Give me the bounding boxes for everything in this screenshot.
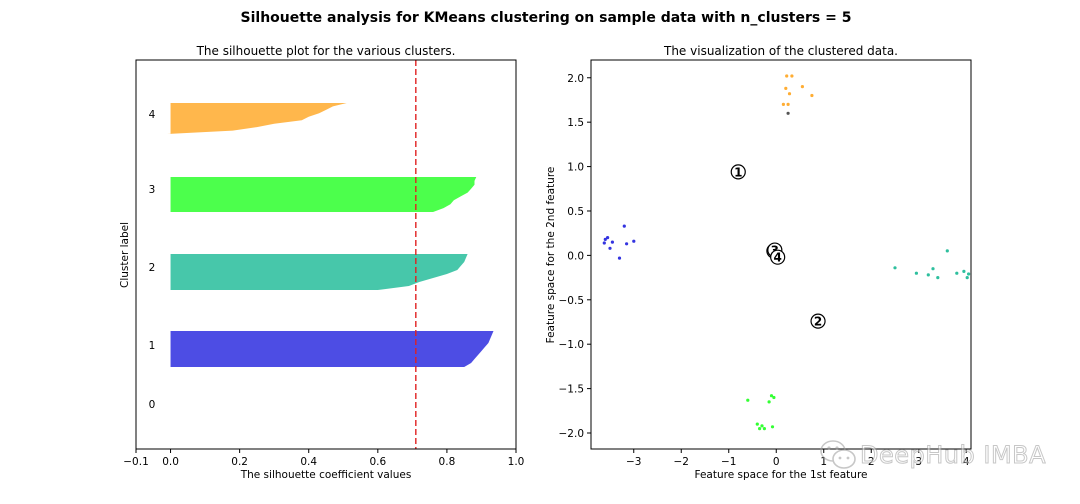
data-point-cluster-1 — [603, 237, 607, 241]
data-point-cluster-2 — [945, 249, 949, 253]
silhouette-x-tick-label: 0.2 — [231, 456, 248, 468]
scatter-x-tick-label: 1 — [820, 456, 827, 468]
figure-title: Silhouette analysis for KMeans clusterin… — [241, 10, 852, 26]
data-point-cluster-2 — [965, 276, 969, 280]
scatter-x-tick-label: −3 — [626, 456, 641, 468]
data-point-cluster-1 — [622, 224, 626, 228]
data-point-cluster-2 — [914, 271, 919, 275]
data-point-cluster-4 — [784, 86, 788, 90]
data-point-cluster-1 — [617, 256, 622, 260]
silhouette-x-tick-label: 0.6 — [369, 456, 386, 468]
scatter-x-tick-label: 2 — [868, 456, 875, 468]
silhouette-plot-frame — [135, 59, 517, 450]
data-point-cluster-2 — [962, 269, 966, 273]
scatter-plot-title: The visualization of the clustered data. — [663, 44, 898, 58]
scatter-points — [602, 74, 971, 431]
data-point-cluster-4 — [787, 92, 792, 96]
cluster-scatter-plot: The visualization of the clustered data.… — [545, 44, 972, 481]
data-point-cluster-1 — [608, 246, 612, 250]
silhouette-area-cluster-1 — [170, 331, 494, 367]
data-point-cluster-4 — [785, 74, 789, 78]
scatter-y-label: Feature space for the 2nd feature — [545, 167, 557, 344]
cluster-center-label-1: 1 — [734, 165, 742, 179]
cluster-label-3: 3 — [149, 184, 156, 196]
data-point-cluster-1 — [606, 236, 610, 240]
data-point-cluster-2 — [936, 276, 940, 280]
cluster-label-4: 4 — [149, 109, 156, 121]
scatter-x-label: Feature space for the 1st feature — [694, 469, 867, 481]
silhouette-x-tick-label: 1.0 — [508, 456, 525, 468]
silhouette-plot: The silhouette plot for the various clus… — [119, 44, 524, 481]
data-point-cluster-1 — [625, 242, 629, 246]
silhouette-x-tick-label: 0.4 — [300, 456, 317, 468]
cluster-center-label-4: 4 — [773, 251, 781, 265]
data-point-cluster-3 — [769, 394, 774, 398]
silhouette-x-label: The silhouette coefficient values — [240, 469, 412, 481]
scatter-x-ticks: −3 −2 −1 0 1 2 3 4 — [626, 449, 970, 468]
watermark-text: DeepHub IMBA — [859, 441, 1047, 470]
silhouette-y-label: Cluster label — [119, 222, 131, 288]
cluster-center-label-2: 2 — [814, 315, 822, 329]
scatter-x-tick-label: −2 — [674, 456, 689, 468]
silhouette-x-tick-label: −0.1 — [123, 456, 149, 468]
silhouette-x-ticks: −0.1 0.0 0.2 0.4 0.6 0.8 1.0 — [123, 449, 524, 468]
data-point-cluster-2 — [926, 273, 930, 277]
wechat-logo-icon — [820, 440, 856, 469]
cluster-center-2 — [810, 313, 826, 329]
data-point-cluster-4 — [786, 102, 790, 106]
cluster-center-1 — [730, 164, 746, 180]
silhouette-area-cluster-4 — [167, 103, 347, 134]
scatter-y-tick-label: −2.0 — [559, 428, 585, 440]
scatter-y-tick-label: −1.5 — [559, 384, 585, 396]
data-point-cluster-1 — [610, 240, 615, 244]
data-point-cluster-0 — [786, 111, 790, 115]
data-point-cluster-2 — [931, 267, 935, 271]
silhouette-areas: 0 1 2 3 4 — [149, 60, 494, 449]
scatter-plot-frame — [590, 59, 972, 450]
data-point-cluster-3 — [746, 398, 750, 402]
cluster-label-0: 0 — [149, 399, 156, 411]
scatter-y-tick-label: 0.0 — [567, 250, 584, 262]
data-point-cluster-3 — [760, 424, 764, 428]
cluster-label-2: 2 — [149, 262, 156, 274]
data-point-cluster-1 — [632, 239, 636, 243]
data-point-cluster-2 — [967, 272, 971, 276]
data-point-cluster-1 — [602, 241, 606, 245]
data-point-cluster-4 — [810, 93, 814, 98]
cluster-center-4 — [770, 249, 786, 265]
scatter-y-tick-label: 1.5 — [567, 117, 584, 129]
silhouette-plot-title: The silhouette plot for the various clus… — [196, 44, 456, 58]
data-point-cluster-2 — [893, 266, 897, 270]
silhouette-area-cluster-3 — [170, 177, 477, 212]
data-point-cluster-3 — [770, 425, 775, 429]
data-point-cluster-4 — [781, 102, 786, 106]
data-point-cluster-3 — [758, 427, 762, 431]
silhouette-x-tick-label: 0.8 — [439, 456, 456, 468]
data-point-cluster-3 — [762, 427, 767, 431]
data-point-cluster-2 — [955, 271, 959, 275]
scatter-y-ticks: −2.0 −1.5 −1.0 −0.5 0.0 0.5 1.0 1.5 2.0 — [559, 73, 591, 440]
data-point-cluster-3 — [767, 400, 771, 404]
scatter-y-tick-label: 2.0 — [567, 73, 584, 85]
data-point-cluster-3 — [772, 395, 776, 400]
scatter-y-tick-label: −1.0 — [559, 339, 585, 351]
scatter-x-tick-label: 4 — [963, 456, 970, 468]
data-point-cluster-4 — [790, 74, 794, 78]
scatter-x-tick-label: 3 — [915, 456, 922, 468]
data-point-cluster-3 — [755, 422, 759, 426]
scatter-x-tick-label: 0 — [773, 456, 780, 468]
silhouette-area-cluster-2 — [170, 254, 468, 290]
silhouette-x-tick-label: 0.0 — [162, 456, 179, 468]
scatter-y-tick-label: 0.5 — [567, 206, 584, 218]
watermark: DeepHub IMBA — [818, 437, 1058, 473]
scatter-y-tick-label: 1.0 — [567, 162, 584, 174]
scatter-x-tick-label: −1 — [721, 456, 736, 468]
cluster-label-1: 1 — [149, 340, 156, 352]
scatter-y-tick-label: −0.5 — [559, 295, 585, 307]
data-point-cluster-4 — [800, 85, 805, 89]
